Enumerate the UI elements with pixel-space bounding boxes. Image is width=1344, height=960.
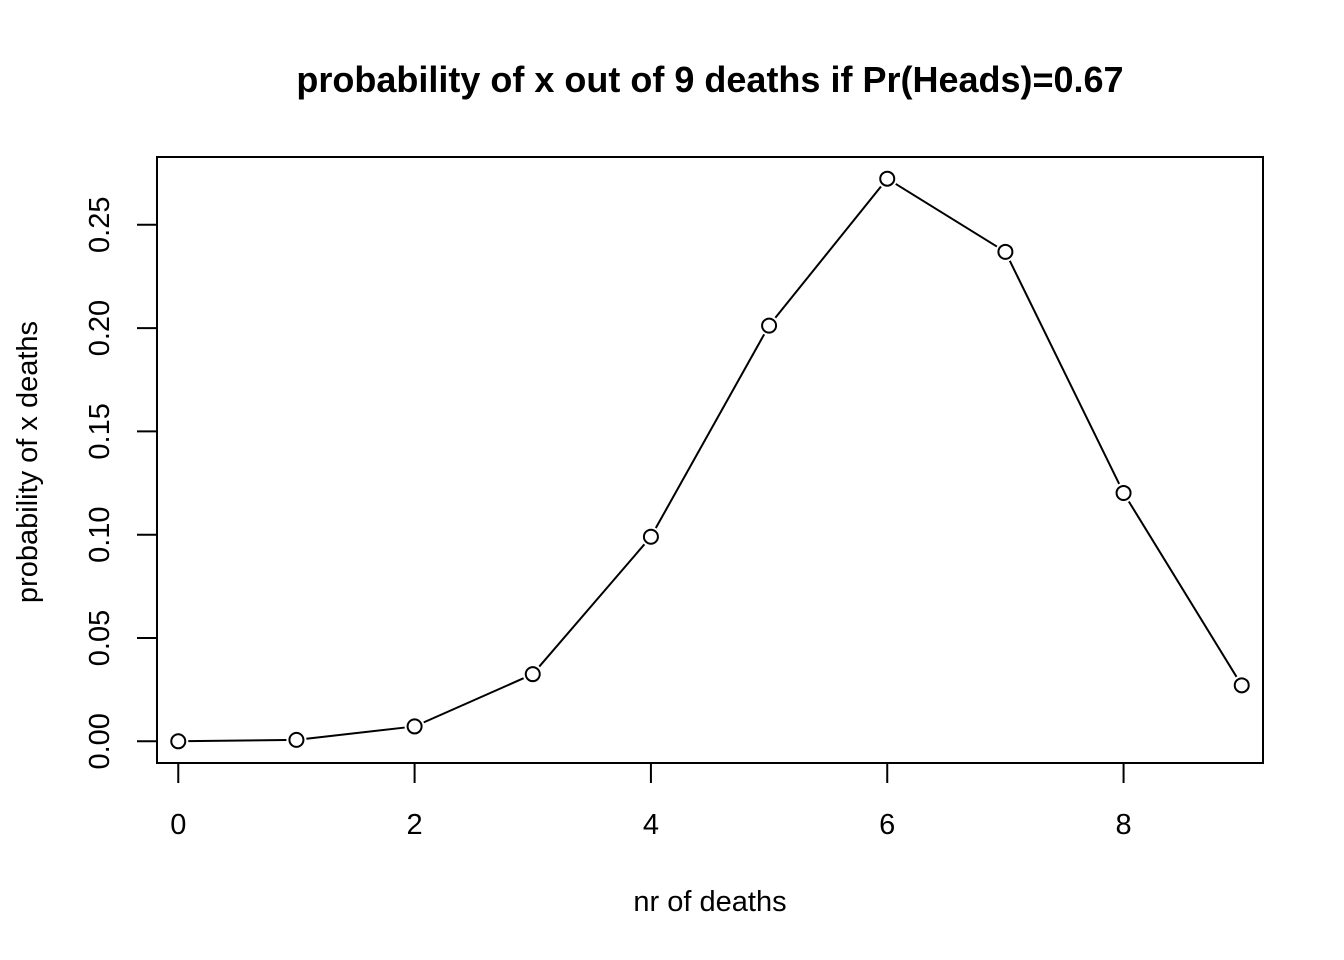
data-point — [642, 528, 659, 545]
data-point — [761, 317, 778, 334]
x-axis-title: nr of deaths — [633, 886, 786, 918]
series-line-segment — [654, 333, 766, 529]
data-point — [879, 170, 896, 187]
y-tick-label: 0.00 — [84, 713, 116, 769]
data-point — [406, 718, 423, 735]
series-line-segment — [1127, 500, 1238, 678]
series-line-segment — [774, 185, 882, 319]
x-axis: 0 2 4 6 8 — [170, 763, 1132, 841]
plot-frame — [156, 156, 1264, 764]
data-point — [288, 731, 305, 748]
y-tick-label: 0.25 — [84, 197, 116, 253]
y-tick-label: 0.05 — [84, 610, 116, 666]
y-tick-label: 0.10 — [84, 506, 116, 562]
x-tick-label: 0 — [170, 809, 186, 841]
x-tick-label: 2 — [407, 809, 423, 841]
data-point — [1115, 484, 1132, 501]
x-tick-label: 6 — [879, 809, 895, 841]
series-line-segment — [423, 677, 525, 724]
y-tick-label: 0.15 — [84, 403, 116, 459]
series-group — [170, 170, 1250, 750]
y-tick-label: 0.20 — [84, 300, 116, 356]
chart-title: probability of x out of 9 deaths if Pr(H… — [296, 59, 1123, 100]
y-axis-title: probability of x deaths — [12, 321, 44, 603]
x-tick-label: 8 — [1115, 809, 1131, 841]
series-line-segment — [895, 183, 998, 248]
data-point — [997, 243, 1014, 260]
series-line-segment — [538, 543, 646, 668]
series-line-segment — [1008, 260, 1121, 485]
data-point — [524, 666, 541, 683]
series-line-segment — [306, 726, 405, 740]
y-axis: 0.00 0.05 0.10 0.15 0.20 0.25 — [84, 197, 157, 770]
x-tick-label: 4 — [643, 809, 659, 841]
data-point — [170, 733, 187, 750]
series-line-segment — [188, 738, 287, 743]
data-point — [1233, 677, 1250, 694]
